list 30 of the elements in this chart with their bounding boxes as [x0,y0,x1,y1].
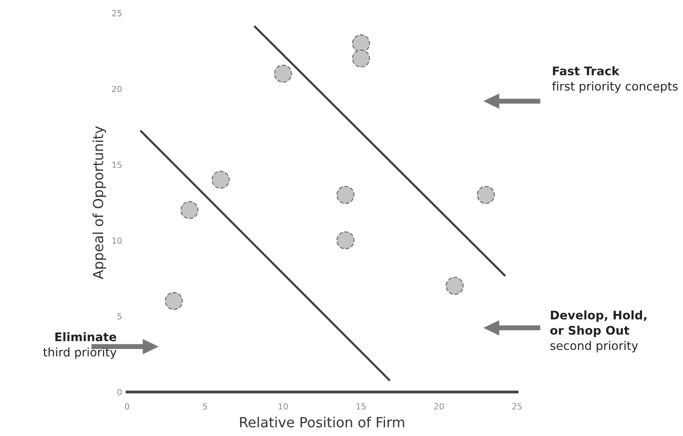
x-tick-label: 5 [203,403,207,410]
point [446,276,464,295]
y-tick-label: 15 [112,162,122,168]
point [476,186,495,204]
text: first priority concepts [552,81,678,93]
y-axis-title: Appeal of Opportunity [92,126,106,280]
text: Develop, Hold, [550,310,646,322]
text: or Shop Out [550,326,630,338]
point [336,231,354,250]
x-axis-title: Relative Position of Firm [240,416,404,428]
x-tick-label: 10 [278,403,288,410]
x-tick-label: 20 [434,403,444,410]
y-tick-label: 10 [112,237,122,244]
text: Eliminate [55,332,116,342]
text: second priority [550,340,638,352]
point [212,170,230,189]
point [164,292,183,310]
y-tick-label: 20 [112,86,122,92]
point [352,49,370,68]
x-tick-label: 15 [356,403,366,410]
y-tick-label: 25 [112,10,122,16]
point [274,64,292,83]
x-tick-label: 0 [124,403,130,410]
text: Fast Track [552,66,620,76]
y-tick-label: 5 [118,313,122,320]
point [180,201,198,220]
text: third priority [43,347,116,359]
x-tick-label: 25 [512,403,522,410]
point [336,186,354,204]
y-tick-label: 0 [117,388,122,396]
